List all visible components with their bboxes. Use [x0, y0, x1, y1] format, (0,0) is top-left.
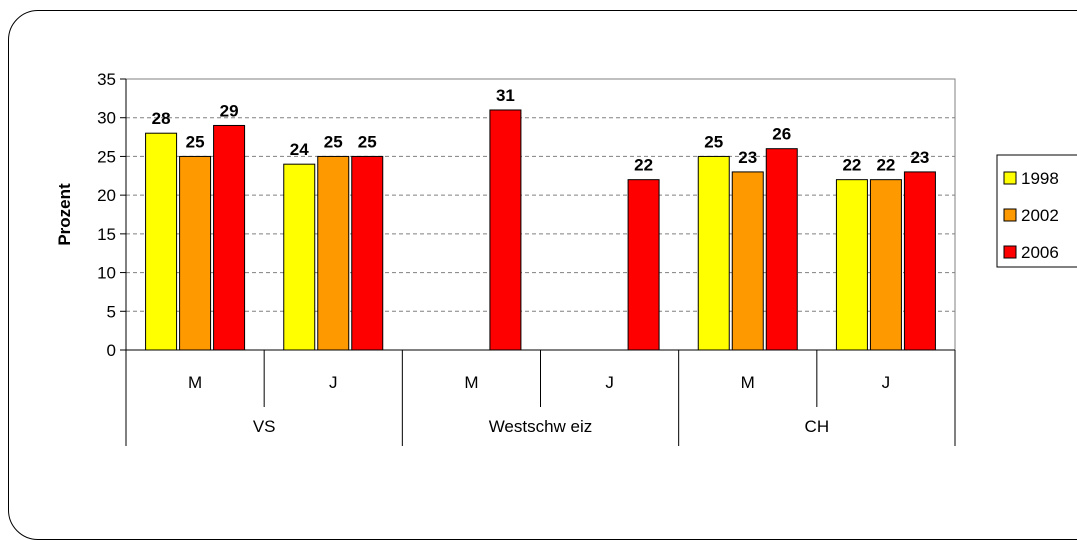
data-label: 22	[634, 156, 653, 175]
data-label: 23	[910, 148, 929, 167]
bar-2002	[731, 171, 764, 351]
group-label: CH	[805, 417, 830, 436]
bar-2006	[213, 124, 246, 351]
y-tick-labels: 0 5 10 15 20 25 30 35	[97, 70, 116, 360]
category-label: M	[188, 373, 202, 392]
x-category-labels: M J M J M J VS Westschw eiz CH	[125, 350, 956, 446]
bar-1998	[835, 179, 868, 351]
bar-2006	[627, 179, 660, 351]
y-tick-label: 30	[97, 109, 116, 128]
gridlines	[126, 117, 955, 312]
bar-2006	[351, 155, 384, 351]
y-tick-label: 0	[107, 341, 116, 360]
data-label: 26	[772, 125, 791, 144]
group-label: VS	[253, 417, 276, 436]
data-label: 31	[496, 86, 515, 105]
data-label: 24	[290, 140, 309, 159]
legend-swatch-1998	[1003, 171, 1017, 185]
chart: 28 25 29 24 25 25 31 22 25 23 26 22 22 23 0 5 10 15 20 25 3…	[55, 70, 1077, 446]
legend-swatch-2006	[1003, 245, 1017, 259]
legend-label: 2002	[1021, 206, 1059, 225]
category-label: M	[464, 373, 478, 392]
legend-swatch-2002	[1003, 208, 1017, 222]
category-label: J	[329, 373, 338, 392]
data-label: 22	[876, 156, 895, 175]
y-tick-label: 25	[97, 147, 116, 166]
bar-2006	[765, 148, 798, 351]
y-tick-label: 35	[97, 70, 116, 89]
data-label: 28	[152, 109, 171, 128]
y-tick-label: 10	[97, 264, 116, 283]
data-label: 29	[220, 101, 239, 120]
category-label: J	[882, 373, 891, 392]
bar-1998	[145, 132, 178, 351]
y-tick-label: 20	[97, 186, 116, 205]
category-label: J	[605, 373, 614, 392]
legend-label: 2006	[1021, 243, 1059, 262]
plot-area	[125, 78, 956, 351]
data-labels: 28 25 29 24 25 25 31 22 25 23 26 22 22 23	[152, 86, 930, 175]
legend-label: 1998	[1021, 169, 1059, 188]
bar-2006	[489, 109, 522, 351]
data-label: 25	[186, 132, 205, 151]
y-axis-title: Prozent	[55, 183, 74, 246]
bar-1998	[283, 163, 316, 351]
y-tick-label: 5	[107, 302, 116, 321]
bar-2002	[869, 179, 902, 351]
legend: 1998 2002 2006	[996, 154, 1077, 268]
data-label: 23	[738, 148, 757, 167]
bars	[145, 109, 936, 351]
bar-2002	[317, 155, 350, 351]
data-label: 25	[704, 132, 723, 151]
category-label: M	[741, 373, 755, 392]
group-label: Westschw eiz	[489, 417, 593, 436]
y-tick-label: 15	[97, 225, 116, 244]
bar-1998	[697, 155, 730, 351]
bar-2002	[179, 155, 212, 351]
data-label: 22	[842, 156, 861, 175]
data-label: 25	[324, 132, 343, 151]
data-label: 25	[358, 132, 377, 151]
bar-2006	[903, 171, 936, 351]
